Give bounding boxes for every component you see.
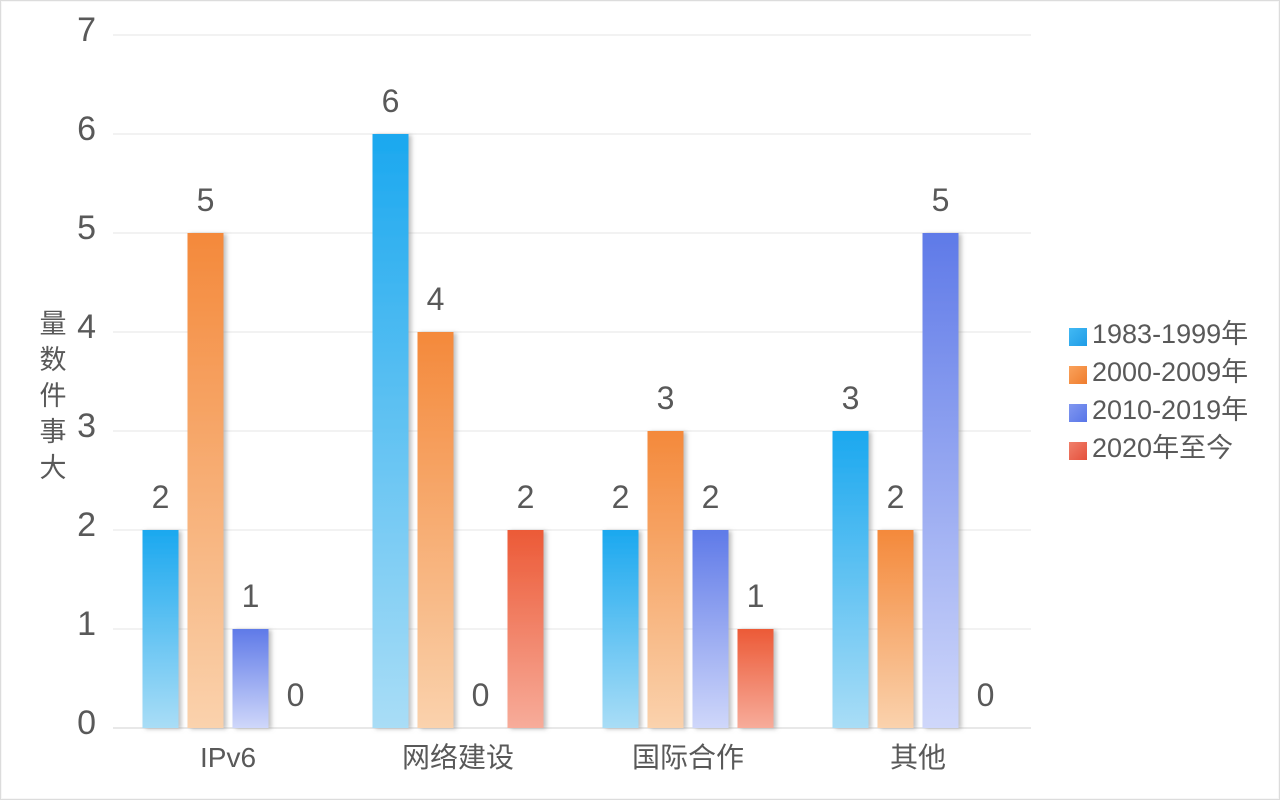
svg-text:网络建设: 网络建设 (402, 742, 514, 773)
svg-text:2000-2009年: 2000-2009年 (1092, 357, 1248, 387)
svg-text:事: 事 (40, 417, 67, 447)
svg-text:件: 件 (40, 381, 67, 411)
svg-text:5: 5 (197, 182, 215, 218)
svg-text:其他: 其他 (890, 742, 946, 773)
svg-text:1: 1 (747, 578, 765, 614)
svg-text:2020年至今: 2020年至今 (1092, 433, 1233, 463)
svg-text:4: 4 (77, 308, 96, 346)
svg-text:1: 1 (242, 578, 260, 614)
svg-text:2: 2 (152, 479, 170, 515)
svg-text:2: 2 (77, 506, 96, 544)
svg-text:0: 0 (977, 677, 995, 713)
svg-text:2: 2 (517, 479, 535, 515)
svg-text:0: 0 (472, 677, 490, 713)
svg-text:大: 大 (40, 453, 67, 483)
svg-text:6: 6 (77, 110, 96, 148)
svg-text:2: 2 (612, 479, 630, 515)
svg-text:3: 3 (842, 380, 860, 416)
svg-text:2010-2019年: 2010-2019年 (1092, 395, 1248, 425)
svg-text:3: 3 (657, 380, 675, 416)
svg-text:IPv6: IPv6 (200, 742, 256, 773)
svg-text:4: 4 (427, 281, 445, 317)
svg-text:5: 5 (77, 209, 96, 247)
svg-text:1: 1 (77, 605, 96, 643)
svg-text:国际合作: 国际合作 (632, 742, 744, 773)
svg-text:3: 3 (77, 407, 96, 445)
svg-text:0: 0 (77, 704, 96, 742)
svg-text:数: 数 (40, 345, 67, 375)
svg-text:量: 量 (40, 309, 67, 339)
svg-text:6: 6 (382, 83, 400, 119)
svg-text:1983-1999年: 1983-1999年 (1092, 319, 1248, 349)
svg-text:2: 2 (702, 479, 720, 515)
svg-text:0: 0 (287, 677, 305, 713)
svg-text:5: 5 (932, 182, 950, 218)
svg-text:2: 2 (887, 479, 905, 515)
svg-text:7: 7 (77, 11, 96, 49)
